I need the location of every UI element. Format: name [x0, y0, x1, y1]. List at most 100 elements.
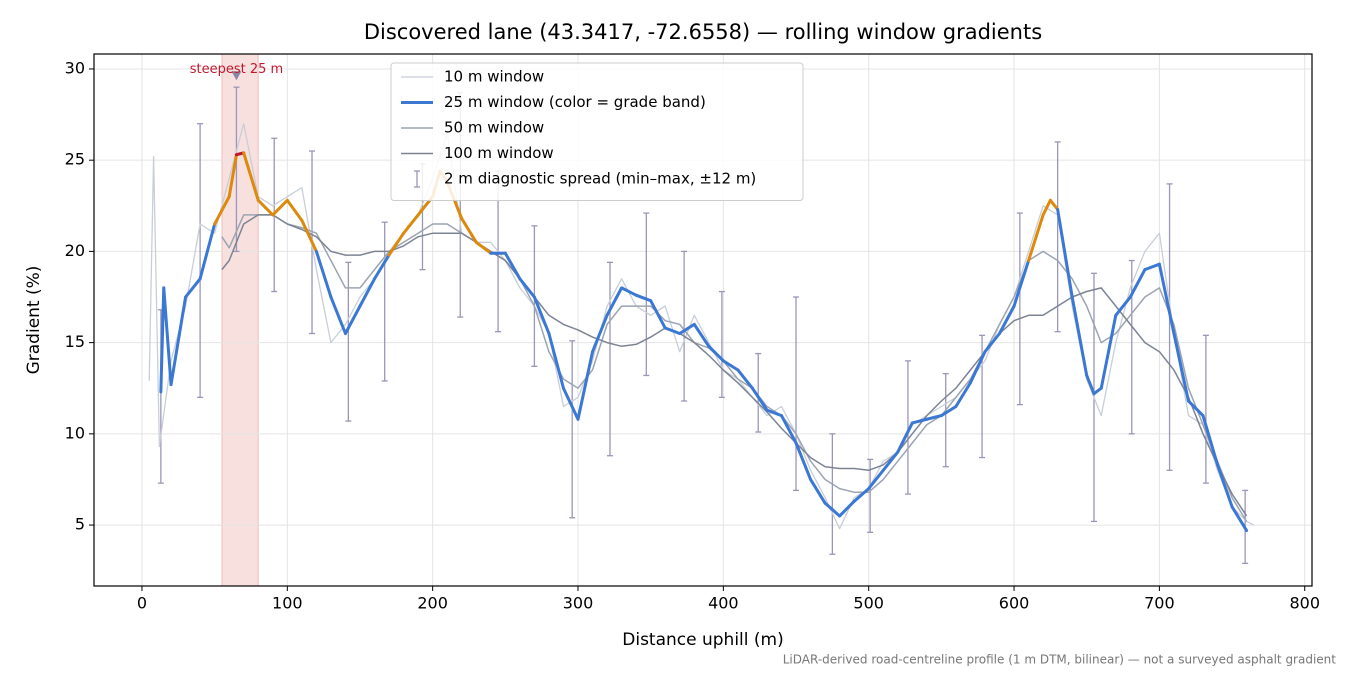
error-bar [569, 340, 576, 519]
line-segment [169, 295, 188, 387]
line-segment [271, 198, 289, 217]
line-segment [1048, 198, 1060, 211]
line-segment [765, 408, 783, 418]
line-segment [285, 198, 304, 222]
error-bar [197, 123, 204, 399]
line-segment [736, 368, 754, 390]
line-segment [1143, 262, 1161, 272]
highlight-span [221, 53, 259, 587]
error-bar [718, 290, 725, 399]
x-tick-label: 700 [1144, 594, 1175, 613]
line-segment [1157, 262, 1176, 336]
error-bar [1016, 212, 1023, 406]
x-tick-label: 500 [853, 594, 884, 613]
line-segment [678, 322, 696, 336]
error-bar [867, 458, 874, 534]
line-segment [1128, 268, 1147, 299]
error-bar [681, 250, 688, 402]
line-segment [939, 404, 958, 418]
series-line [221, 214, 1248, 522]
legend-label: 50 m window [444, 119, 544, 137]
line-segment [532, 295, 551, 336]
error-bar [345, 261, 352, 422]
y-tick-label: 25 [65, 150, 85, 169]
line-segment [1085, 373, 1096, 396]
annotation-marker [231, 71, 242, 81]
annotation: steepest 25 m [190, 62, 283, 77]
line-segment [910, 417, 929, 425]
line-segment [184, 277, 202, 299]
line-segment [838, 499, 856, 518]
line-segment [402, 213, 420, 235]
line-segment [1070, 295, 1089, 377]
line-segment [358, 277, 377, 308]
line-segment [591, 313, 609, 354]
line-segment [1201, 414, 1220, 467]
line-segment [1012, 259, 1031, 308]
legend-label: 100 m window [444, 144, 554, 162]
error-bar [381, 221, 388, 382]
error-bar [829, 433, 836, 555]
line-segment [620, 286, 638, 297]
line-segment [1186, 399, 1205, 418]
line-segment [779, 414, 798, 445]
y-tick-label: 30 [65, 58, 85, 77]
series-line [148, 123, 1255, 530]
line-segment [387, 231, 406, 257]
line-segment [256, 198, 275, 217]
legend-box [390, 62, 804, 201]
legend-label: 2 m diagnostic spread (min–max, ±12 m) [444, 170, 756, 188]
y-tick-label: 5 [75, 515, 85, 534]
line-segment [460, 217, 478, 244]
line-segment [852, 487, 871, 503]
line-segment [162, 286, 173, 387]
error-bar [1202, 334, 1209, 484]
x-tick-label: 600 [999, 594, 1030, 613]
line-segment [881, 450, 900, 472]
line-segment [925, 414, 943, 421]
error-bar [1166, 183, 1173, 471]
line-segment [663, 326, 682, 336]
line-segment [707, 344, 725, 363]
line-segment [227, 153, 238, 199]
x-tick-label: 200 [417, 594, 448, 613]
plot-frame [93, 53, 1313, 587]
line-segment [1027, 213, 1045, 263]
line-segment [314, 249, 333, 299]
y-axis-label: Gradient (%) [24, 266, 44, 375]
line-segment [343, 304, 362, 336]
line-segment [1056, 207, 1074, 299]
line-segment [692, 322, 711, 348]
line-segment [576, 350, 595, 421]
line-segment [503, 251, 522, 281]
footnote: LiDAR-derived road-centreline profile (1… [783, 653, 1337, 667]
line-segment [867, 468, 885, 491]
line-segment [983, 332, 1002, 354]
line-segment [474, 240, 493, 255]
y-tick-label: 20 [65, 241, 85, 260]
x-tick-label: 400 [708, 594, 739, 613]
x-axis-label: Distance uphill (m) [622, 630, 783, 650]
error-bar [1054, 141, 1061, 333]
line-segment [809, 477, 827, 505]
error-bar [233, 86, 240, 253]
line-segment [1041, 198, 1052, 217]
line-segment [198, 222, 217, 281]
line-segment [518, 277, 536, 299]
line-segment [1172, 332, 1190, 403]
line-segment [1114, 295, 1132, 317]
line-segment [1216, 463, 1234, 509]
line-segment [1092, 386, 1103, 396]
line-segment [954, 381, 972, 408]
line-segment [159, 286, 166, 394]
line-segment [1230, 505, 1249, 533]
legend-label: 25 m window (color = grade band) [444, 93, 706, 111]
legend-label: 10 m window [444, 68, 544, 86]
y-tick-label: 10 [65, 423, 85, 442]
error-bar [643, 212, 650, 377]
line-segment [896, 421, 914, 454]
line-segment [823, 501, 842, 518]
error-bar [904, 360, 911, 495]
error-bar [793, 296, 800, 492]
